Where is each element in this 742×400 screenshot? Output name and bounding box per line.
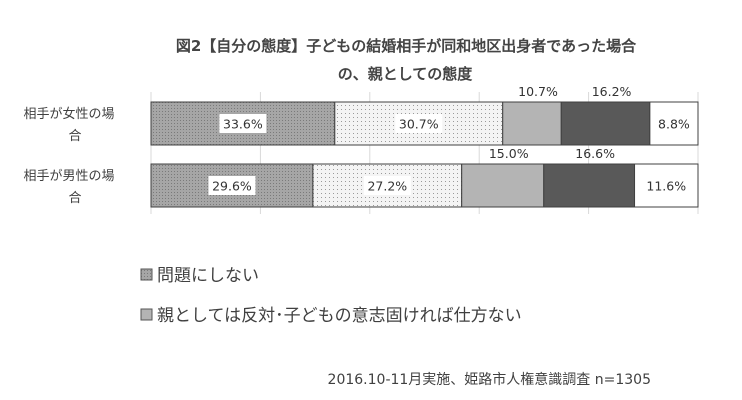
data-label: 10.7% [518, 84, 558, 99]
data-label: 11.6% [646, 179, 686, 194]
bar-segment [461, 163, 545, 208]
data-label: 16.2% [592, 84, 632, 99]
chart-title-line-2: の、親としての態度 [338, 65, 474, 83]
data-label: 16.6% [575, 146, 615, 161]
data-label-box [219, 114, 267, 133]
data-label: 15.0% [489, 146, 529, 161]
data-labels: 33.6% 30.7% 10.7% 16.2% 8.8% 29.6% 27.2% 15.0% 1… [208, 84, 694, 195]
category-label: 合 [68, 191, 81, 206]
legend-swatch-1 [140, 308, 153, 321]
footer-note: 2016.10-11月実施、姫路市人権意識調査 n=1305 [328, 371, 651, 388]
data-label-box [654, 114, 694, 133]
data-label-box [363, 176, 411, 195]
bar-segment [150, 101, 336, 146]
chart-title-line-1: 図2【自分の態度】子どもの結婚相手が同和地区出身者であった場合 [176, 37, 637, 55]
data-label: 33.6% [223, 117, 263, 132]
data-label: 29.6% [212, 179, 252, 194]
legend-label-0: 問題にしない [157, 266, 259, 286]
data-label-box [395, 114, 443, 133]
data-label: 8.8% [658, 117, 690, 132]
bar-segment [560, 101, 651, 146]
data-label: 30.7% [399, 117, 439, 132]
legend-label-1: 親としては反対･子どもの意志固ければ仕方ない [157, 306, 522, 326]
legend: 問題にしない 親としては反対･子どもの意志固ければ仕方ない [140, 266, 522, 326]
bar-segment [543, 163, 636, 208]
data-label-box [208, 176, 256, 195]
category-label: 合 [68, 129, 81, 144]
legend-swatch-0 [140, 268, 153, 281]
data-label: 27.2% [367, 179, 407, 194]
category-label: 相手が男性の場 [23, 169, 114, 184]
category-label: 相手が女性の場 [23, 106, 114, 122]
data-label-box [642, 176, 690, 195]
bar-stacks [150, 101, 699, 208]
bar-segment [502, 101, 562, 146]
